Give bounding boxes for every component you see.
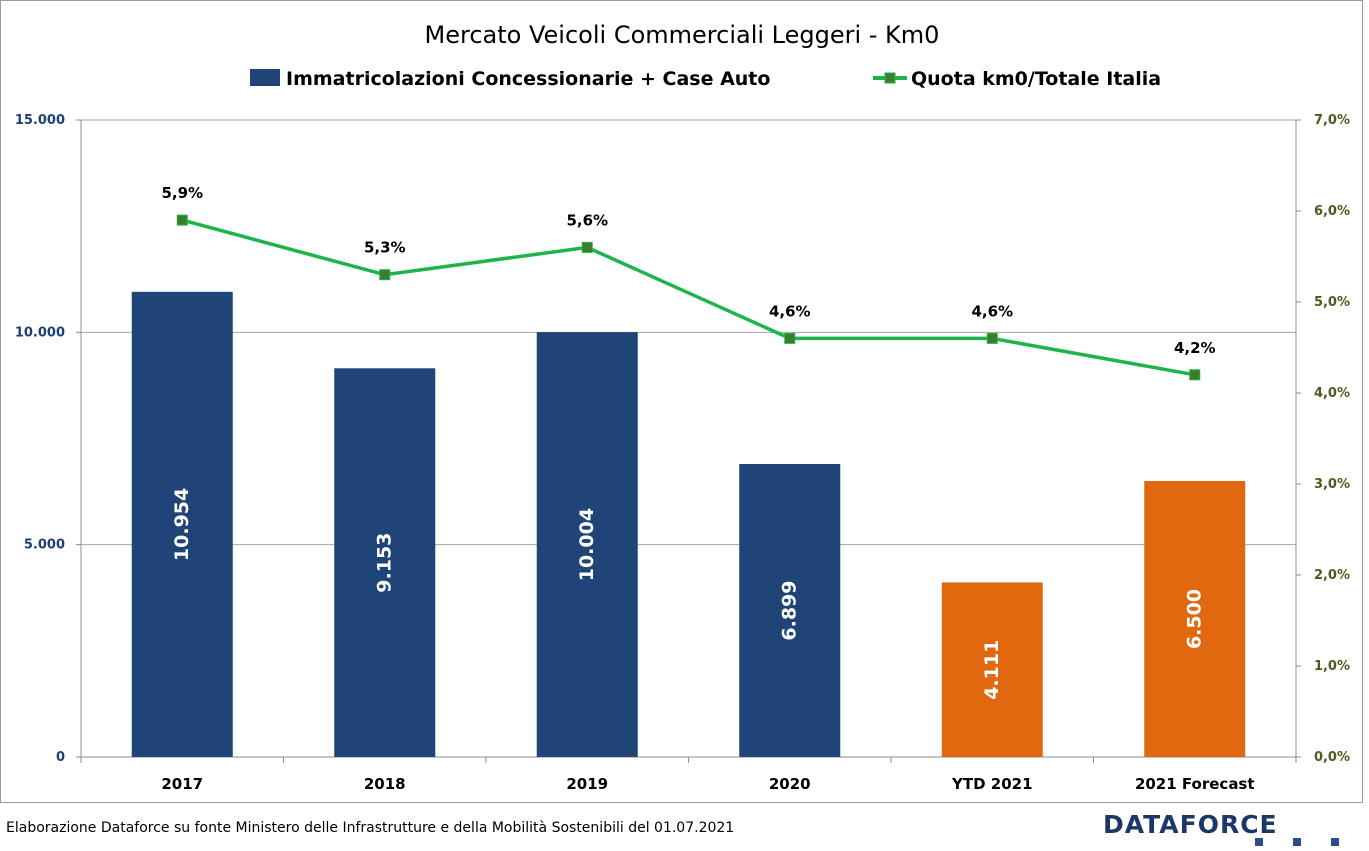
x-tick-label: YTD 2021 — [951, 775, 1033, 793]
bar — [334, 368, 436, 757]
source-note: Elaborazione Dataforce su fonte Minister… — [6, 820, 735, 836]
x-tick-label: 2021 Forecast — [1135, 775, 1255, 793]
y-right-tick-label: 1,0% — [1314, 659, 1350, 674]
bar — [739, 464, 841, 757]
line-point — [379, 269, 391, 281]
chart-canvas: Mercato Veicoli Commerciali Leggeri - Km… — [15, 21, 1350, 793]
bar-value-label: 6.500 — [1184, 589, 1206, 649]
legend: Immatricolazioni Concessionarie + Case A… — [250, 68, 1161, 90]
plot-area: 0 5.000 10.000 15.000 0,0% 1,0% 2,0% 3,0% 4,0% 5,… — [15, 113, 1350, 793]
chart-title: Mercato Veicoli Commerciali Leggeri - Km… — [425, 21, 940, 49]
bar — [131, 291, 233, 757]
line-value-label: 5,9% — [161, 184, 203, 202]
y-left-tick-label: 10.000 — [15, 325, 65, 340]
logo-dot — [1293, 838, 1301, 846]
logo-dot — [1331, 838, 1339, 846]
y-right-tick-label: 4,0% — [1314, 386, 1350, 401]
bar-value-label: 6.899 — [779, 580, 801, 640]
bar — [941, 582, 1043, 757]
legend-line-label: Quota km0/Totale Italia — [911, 68, 1161, 90]
logo-dot — [1255, 838, 1263, 846]
y-left-tick-label: 15.000 — [15, 113, 65, 128]
legend-line-marker — [884, 72, 896, 84]
bar-value-label: 10.004 — [576, 508, 598, 581]
bar — [536, 332, 638, 757]
line-point — [176, 214, 188, 226]
legend-bar-label: Immatricolazioni Concessionarie + Case A… — [286, 68, 770, 90]
line-value-label: 4,2% — [1174, 339, 1216, 357]
line-value-label: 4,6% — [971, 302, 1013, 320]
line-value-label: 4,6% — [769, 302, 811, 320]
line-point — [1189, 369, 1201, 381]
bar-value-label: 9.153 — [374, 533, 396, 593]
x-tick-label: 2018 — [364, 775, 406, 793]
line-value-label: 5,3% — [364, 239, 406, 257]
bar-value-label: 10.954 — [171, 488, 193, 561]
line-series — [181, 218, 1196, 377]
bar — [1144, 480, 1246, 757]
line-point — [784, 332, 796, 344]
y-right-tick-label: 0,0% — [1314, 750, 1350, 765]
x-tick-label: 2019 — [566, 775, 608, 793]
y-right-tick-label: 3,0% — [1314, 477, 1350, 492]
bar-value-label: 4.111 — [981, 640, 1003, 700]
y-left-tick-label: 5.000 — [24, 538, 65, 553]
line-value-label: 5,6% — [566, 211, 608, 229]
y-right-tick-label: 6,0% — [1314, 204, 1350, 219]
x-tick-label: 2017 — [161, 775, 203, 793]
y-right-tick-label: 7,0% — [1314, 113, 1350, 128]
chart-frame: Mercato Veicoli Commerciali Leggeri - Km… — [0, 0, 1363, 803]
line-point — [581, 241, 593, 253]
y-right-tick-label: 5,0% — [1314, 295, 1350, 310]
dataforce-logo: DATAFORCE — [1103, 810, 1278, 839]
legend-bar-swatch — [250, 69, 280, 86]
line-point — [986, 332, 998, 344]
x-tick-label: 2020 — [769, 775, 811, 793]
y-left-tick-label: 0 — [56, 750, 65, 765]
y-right-tick-label: 2,0% — [1314, 568, 1350, 583]
